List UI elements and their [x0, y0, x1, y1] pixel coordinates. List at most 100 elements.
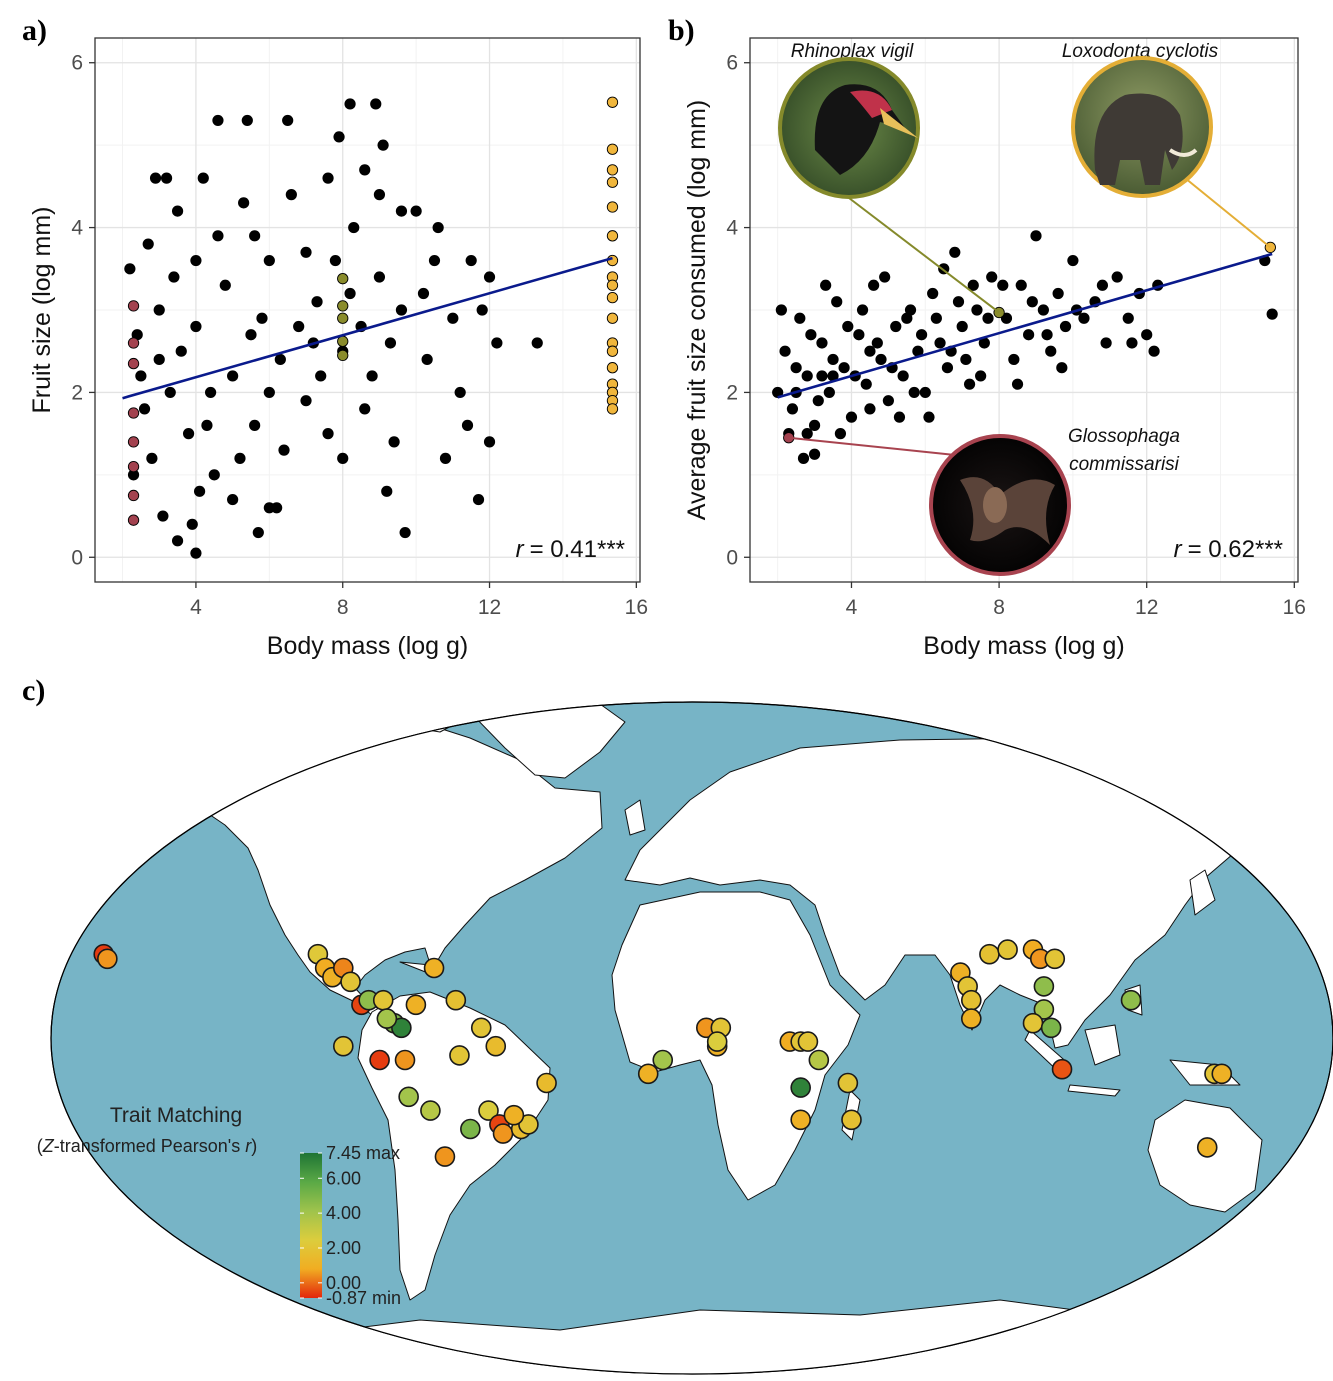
y-axis-title: Average fruit size consumed (log mm)	[683, 100, 711, 521]
point	[377, 139, 389, 151]
point	[1008, 353, 1020, 366]
point	[322, 428, 334, 440]
species-label: commissarisi	[1069, 454, 1180, 475]
x-tick-label: 4	[190, 596, 202, 619]
point	[300, 246, 312, 258]
y-tick-label: 2	[71, 381, 83, 404]
point	[879, 271, 891, 283]
point	[786, 403, 799, 415]
point	[1148, 345, 1160, 357]
elephant-tusk	[1168, 148, 1198, 157]
point	[808, 448, 821, 460]
point	[864, 403, 876, 415]
point	[915, 329, 928, 341]
site	[979, 943, 1000, 965]
point	[344, 98, 356, 110]
site	[1051, 1058, 1073, 1080]
point	[311, 296, 323, 308]
point	[186, 518, 198, 530]
bat-wings	[960, 477, 1055, 545]
panel-border	[749, 37, 1299, 583]
java	[1067, 1084, 1121, 1097]
point	[794, 312, 806, 324]
point	[127, 460, 140, 473]
legend-subtitle-part: -transformed Pearson's	[54, 1136, 246, 1156]
point	[171, 205, 184, 217]
scatter-panel: 4 8 12 16 0 2 4 6 r = 0.41*** Body mass (log g) Fru…	[22, 14, 648, 660]
point	[190, 320, 202, 333]
panel-label: a)	[22, 14, 47, 47]
borneo	[1084, 1024, 1121, 1066]
colorbar-label: 0.00	[326, 1273, 361, 1293]
point	[421, 353, 433, 366]
point	[908, 386, 920, 399]
site	[97, 948, 118, 970]
site	[1033, 976, 1055, 997]
x-tick-label: 12	[478, 596, 501, 619]
point	[175, 345, 187, 357]
regression-line	[777, 252, 1273, 399]
point	[1126, 337, 1138, 349]
point	[1100, 337, 1112, 349]
point	[241, 114, 253, 127]
point	[978, 337, 990, 349]
point	[949, 246, 961, 258]
colorbar	[300, 1153, 322, 1298]
point	[344, 287, 356, 300]
point	[388, 436, 400, 448]
site	[376, 1008, 398, 1029]
point	[373, 189, 386, 201]
colorbar-label: 2.00	[326, 1238, 361, 1258]
point	[930, 312, 942, 324]
point	[263, 254, 275, 267]
site	[485, 1035, 507, 1057]
site	[637, 1063, 659, 1085]
point	[1111, 271, 1123, 283]
stat-symbol: r	[1174, 536, 1183, 563]
site	[503, 1104, 525, 1126]
site	[790, 1077, 811, 1098]
point	[160, 172, 173, 184]
point	[212, 230, 224, 242]
point	[606, 201, 619, 213]
point	[853, 329, 865, 341]
point	[606, 312, 619, 324]
point	[337, 349, 349, 361]
point	[816, 370, 828, 382]
leader-line	[1184, 177, 1271, 249]
point	[606, 96, 619, 108]
point	[263, 386, 275, 399]
point	[278, 444, 290, 456]
point	[193, 485, 206, 497]
britain	[624, 799, 646, 836]
point	[801, 370, 813, 382]
point	[238, 197, 250, 209]
panel-border	[94, 37, 641, 583]
point	[882, 395, 894, 407]
sites	[93, 939, 1233, 1167]
point	[960, 353, 972, 366]
point	[300, 395, 312, 407]
point	[472, 493, 485, 506]
point	[801, 428, 813, 440]
x-axis-title: Body mass (log g)	[267, 632, 468, 660]
point	[952, 296, 965, 308]
legend-subtitle-part: )	[251, 1136, 257, 1156]
site	[420, 1100, 441, 1121]
point	[1030, 230, 1042, 242]
point	[348, 221, 360, 234]
point	[820, 279, 832, 291]
point	[963, 378, 976, 390]
y-axis-title: Fruit size (log mm)	[28, 207, 56, 414]
legend-title: Trait Matching	[110, 1104, 242, 1127]
point	[333, 131, 345, 143]
point	[808, 419, 821, 431]
colorbar-label: -0.87 min	[326, 1288, 401, 1308]
regression-line	[122, 256, 613, 400]
hornbill-bill	[880, 108, 918, 138]
point	[997, 279, 1009, 291]
point	[986, 271, 998, 283]
point	[315, 370, 327, 382]
map-legend: Trait Matching (Z-transformed Pearson's r…	[37, 1104, 401, 1308]
